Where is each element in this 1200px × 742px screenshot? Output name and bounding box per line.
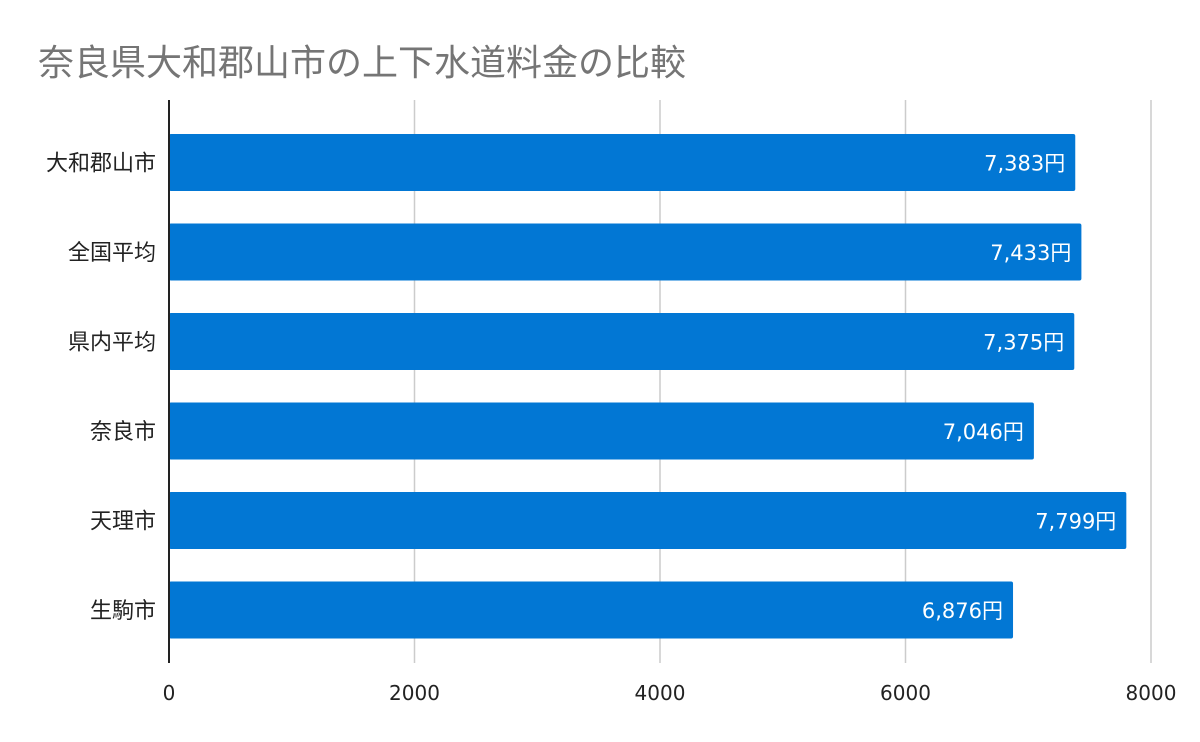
value-label-0: 7,383円 <box>984 152 1065 176</box>
x-tick-label-0: 0 <box>163 681 176 705</box>
bars <box>169 134 1127 639</box>
bar-0 <box>169 134 1076 191</box>
bar-5 <box>169 581 1014 639</box>
category-label-4: 天理市 <box>90 510 156 535</box>
category-label-2: 県内平均 <box>68 331 156 356</box>
x-tick-label-4000: 4000 <box>635 681 686 705</box>
x-tick-label-8000: 8000 <box>1126 681 1177 705</box>
bar-2 <box>169 313 1075 370</box>
chart-title: 奈良県大和郡山市の上下水道料金の比較 <box>38 43 687 84</box>
value-label-1: 7,433円 <box>990 241 1071 265</box>
bar-1 <box>169 223 1082 281</box>
value-label-4: 7,799円 <box>1035 510 1116 534</box>
bar-3 <box>169 402 1034 460</box>
category-label-5: 生駒市 <box>90 599 156 624</box>
value-label-2: 7,375円 <box>983 331 1064 355</box>
category-label-0: 大和郡山市 <box>46 152 156 177</box>
value-label-3: 7,046円 <box>943 420 1024 444</box>
category-label-1: 全国平均 <box>68 241 156 266</box>
gridlines <box>413 100 1152 663</box>
bar-4 <box>169 492 1127 549</box>
labels: 0 2000 4000 6000 8000 7,383円 大和郡山市 7,433円 全国平均 7,… <box>46 152 1176 706</box>
value-label-5: 6,876円 <box>922 599 1003 623</box>
x-tick-label-2000: 2000 <box>389 681 440 705</box>
x-tick-label-6000: 6000 <box>880 681 931 705</box>
category-label-3: 奈良市 <box>90 420 156 445</box>
